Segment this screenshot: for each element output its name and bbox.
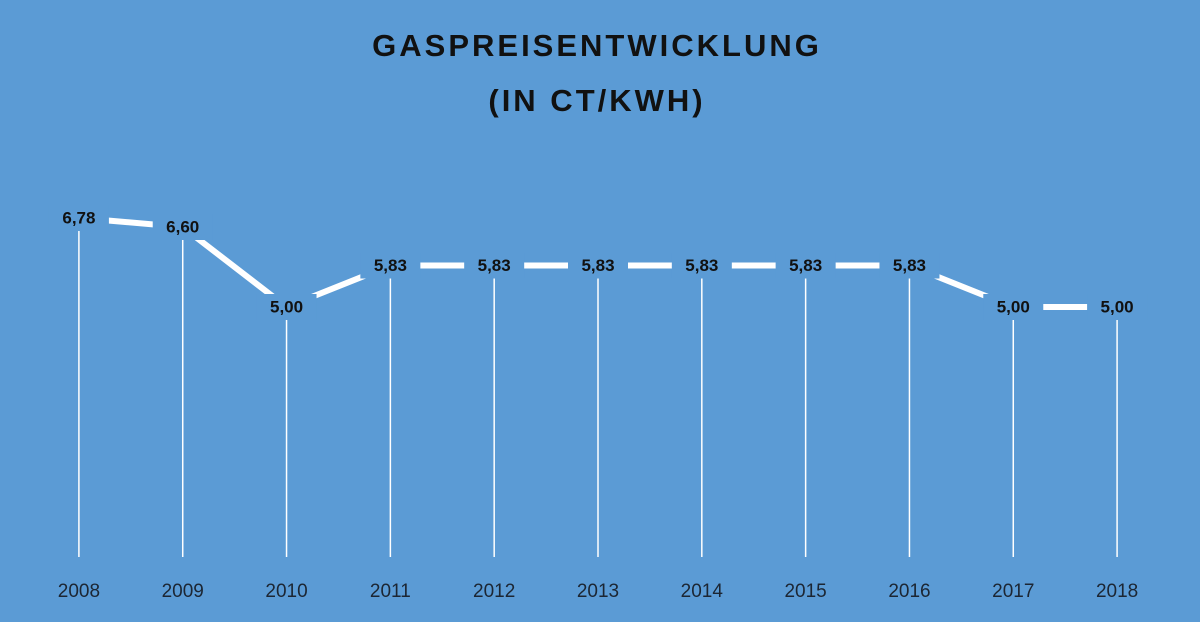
data-label: 5,83	[374, 256, 407, 275]
x-tick-label: 2016	[888, 581, 930, 602]
x-tick-label: 2013	[577, 581, 619, 602]
label-background	[671, 252, 732, 279]
data-label: 5,83	[685, 256, 718, 275]
label-background	[48, 205, 109, 231]
label-background	[568, 252, 628, 279]
x-tick-label: 2017	[992, 581, 1034, 602]
x-tick-label: 2014	[681, 581, 724, 602]
label-background	[360, 252, 421, 279]
data-label: 6,78	[62, 208, 95, 227]
data-label: 5,83	[893, 256, 926, 275]
label-background	[256, 294, 317, 320]
x-tick-label: 2010	[265, 581, 307, 602]
x-tick-label: 2009	[162, 581, 204, 602]
label-background	[464, 252, 525, 279]
chart-title: GASPREISENTWICKLUNG	[372, 28, 822, 63]
data-label: 5,83	[581, 256, 614, 275]
data-label: 5,00	[1101, 297, 1134, 316]
x-tick-label: 2018	[1096, 581, 1138, 602]
label-background	[983, 294, 1044, 320]
label-background	[1087, 294, 1148, 320]
data-label: 5,83	[478, 256, 511, 275]
x-tick-label: 2008	[58, 581, 100, 602]
data-label: 5,00	[270, 297, 303, 316]
label-background	[879, 252, 940, 279]
x-tick-label: 2011	[370, 581, 411, 602]
data-label: 5,00	[997, 297, 1030, 316]
data-label: 5,83	[789, 256, 822, 275]
data-label: 6,60	[166, 217, 199, 236]
label-background	[152, 214, 213, 240]
label-background	[775, 252, 836, 279]
chart-subtitle: (IN CT/KWH)	[488, 83, 705, 118]
x-tick-label: 2012	[473, 581, 515, 602]
x-tick-label: 2015	[784, 581, 826, 602]
